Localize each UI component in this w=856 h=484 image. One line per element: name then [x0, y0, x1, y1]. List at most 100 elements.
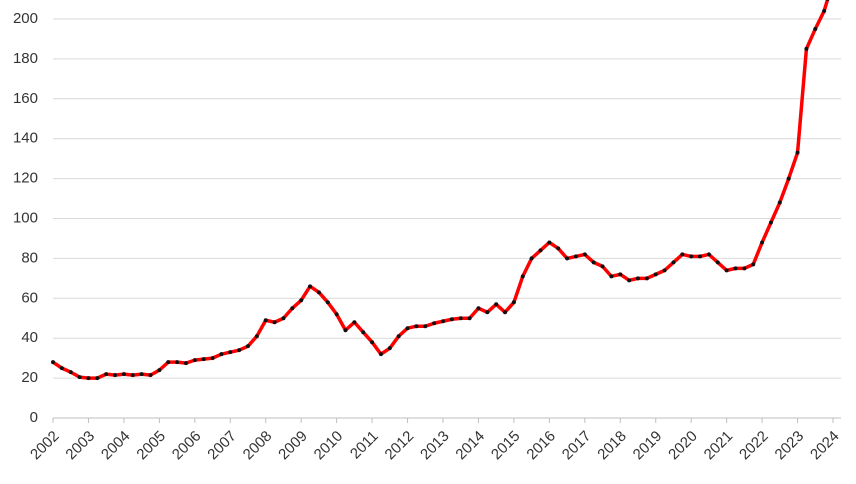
data-point: [139, 372, 144, 377]
data-point: [538, 248, 543, 253]
x-tick-label: 2007: [204, 428, 240, 464]
data-point: [121, 372, 126, 377]
data-point: [210, 356, 215, 361]
data-point: [751, 262, 756, 267]
data-point: [219, 352, 224, 357]
data-point: [263, 318, 268, 323]
x-tick-label: 2014: [452, 428, 488, 464]
x-tick-label: 2016: [523, 428, 559, 464]
y-tick-label: 20: [21, 369, 38, 386]
data-point: [600, 264, 605, 269]
y-tick-label: 100: [13, 209, 38, 226]
x-tick-label: 2019: [630, 428, 666, 464]
data-point: [698, 254, 703, 259]
x-tick-label: 2023: [772, 428, 808, 464]
data-point: [494, 302, 499, 307]
x-tick-label: 2003: [62, 428, 98, 464]
data-line: [52, 0, 830, 380]
x-tick-label: 2006: [169, 428, 205, 464]
data-point: [237, 348, 242, 353]
data-point: [458, 316, 463, 321]
data-point: [334, 312, 339, 317]
data-point: [511, 300, 516, 305]
data-point: [68, 370, 73, 375]
data-point: [175, 360, 180, 365]
data-point: [414, 324, 419, 329]
data-point: [130, 373, 135, 378]
data-point: [396, 334, 401, 339]
data-point: [680, 252, 685, 257]
x-tick-label: 2009: [275, 428, 311, 464]
data-point: [565, 256, 570, 261]
data-point: [609, 274, 614, 279]
y-tick-label: 80: [21, 249, 38, 266]
data-point: [343, 328, 348, 333]
data-point: [503, 310, 508, 315]
data-point: [768, 220, 773, 225]
data-point: [547, 240, 552, 245]
data-point: [148, 373, 153, 378]
y-tick-label: 60: [21, 289, 38, 306]
data-point: [636, 276, 640, 281]
data-point: [361, 330, 366, 335]
data-point: [316, 290, 321, 295]
data-point: [467, 316, 472, 321]
data-point: [352, 320, 357, 325]
data-point: [228, 350, 233, 355]
data-point: [378, 352, 383, 357]
data-point: [95, 376, 100, 381]
x-tick-label: 2004: [98, 428, 134, 464]
data-point: [441, 319, 445, 324]
x-tick-label: 2012: [382, 428, 418, 464]
data-point: [825, 0, 830, 2]
data-point: [104, 372, 109, 377]
data-point: [724, 268, 729, 273]
data-point: [556, 246, 561, 251]
data-point: [520, 274, 525, 279]
data-point: [157, 368, 162, 373]
data-point: [308, 284, 313, 289]
data-point: [59, 366, 64, 371]
data-point: [777, 200, 782, 205]
data-point: [822, 9, 827, 14]
data-point: [290, 306, 295, 311]
data-point: [795, 150, 800, 155]
data-point: [432, 321, 437, 326]
data-point: [529, 256, 534, 261]
data-point: [476, 306, 481, 311]
data-point: [706, 252, 711, 257]
data-point: [254, 334, 259, 339]
x-tick-label: 2015: [488, 428, 524, 464]
data-point: [671, 260, 676, 265]
x-tick-label: 2005: [133, 428, 169, 464]
data-point: [449, 317, 454, 322]
y-tick-label: 180: [13, 50, 38, 67]
x-tick-label: 2011: [347, 428, 382, 463]
data-point: [51, 360, 55, 365]
y-tick-label: 0: [30, 409, 38, 426]
data-point: [804, 46, 809, 51]
y-tick-label: 40: [21, 329, 38, 346]
x-tick-label: 2020: [665, 428, 701, 464]
y-tick-label: 160: [13, 90, 38, 107]
x-tick-label: 2002: [27, 428, 63, 464]
x-tick-label: 2021: [701, 428, 737, 464]
data-point: [370, 340, 375, 345]
data-point: [183, 361, 188, 366]
x-tick-label: 2010: [311, 428, 347, 464]
data-point: [644, 276, 649, 281]
y-tick-label: 200: [13, 10, 38, 27]
data-point: [582, 252, 587, 257]
data-point: [485, 310, 490, 315]
y-tick-label: 120: [13, 170, 38, 187]
data-point: [325, 300, 330, 305]
data-point: [591, 260, 596, 265]
x-tick-label: 2017: [559, 428, 595, 464]
data-point: [405, 326, 410, 331]
x-tick-label: 2013: [417, 428, 453, 464]
data-point: [201, 357, 206, 362]
data-point: [627, 278, 632, 283]
data-point: [618, 272, 623, 277]
